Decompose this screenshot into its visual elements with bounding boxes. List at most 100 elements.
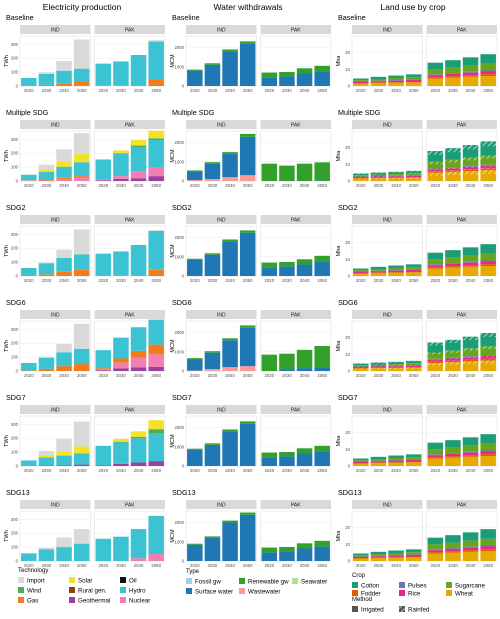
bar-segment-solar	[148, 131, 164, 139]
bar-segment-sugarcane	[406, 267, 422, 269]
legend-swatch-wind	[18, 587, 24, 593]
bar-segment-rainfed-wheat	[428, 363, 444, 365]
bar-segment-pulses	[428, 454, 444, 455]
bar-segment-nuclear	[131, 358, 147, 368]
bar-segment-sugarcane	[428, 449, 444, 454]
bar-pak-2050	[314, 446, 330, 466]
x-tick-label: 2050	[243, 468, 253, 473]
bar-segment-sugarcane	[353, 270, 369, 271]
bar-ind-2040	[222, 239, 238, 276]
x-tick-label: 2020	[265, 278, 275, 283]
bar-segment-rice	[388, 271, 404, 272]
bar-segment-rainfed-sugarcane	[428, 353, 444, 355]
bar-segment-pulses	[353, 272, 369, 273]
bar-pak-2030	[445, 148, 461, 181]
bar-ind-2050	[406, 74, 422, 86]
bar-segment-hydro	[96, 64, 112, 86]
scenario-label: Multiple SDG	[338, 108, 381, 117]
x-tick-label: 2020	[99, 278, 109, 283]
bar-ind-2050	[74, 229, 90, 276]
x-tick-label: 2040	[134, 373, 144, 378]
bar-ind-2050	[240, 325, 256, 371]
bar-segment-rainfed-wheat	[353, 179, 369, 180]
bar-segment-wind	[148, 138, 164, 140]
x-tick-label: 2040	[391, 563, 401, 568]
facet-strip-label: PAK	[125, 217, 135, 223]
x-tick-label: 2020	[99, 563, 109, 568]
bar-ind-2040	[56, 61, 72, 86]
x-tick-label: 2050	[243, 278, 253, 283]
bar-pak-2050	[480, 333, 496, 371]
bar-segment-cotton	[445, 440, 461, 448]
bar-segment-rainfed-rice	[480, 166, 496, 167]
bar-segment-hydro	[96, 350, 112, 368]
legend-label-import: Import	[27, 577, 45, 584]
y-tick-label: 0	[16, 179, 19, 184]
x-tick-label: 2020	[24, 468, 34, 473]
y-axis-label: Mha	[336, 340, 342, 352]
bar-segment-rainfed-wheat	[480, 361, 496, 364]
bar-segment-hydro	[148, 320, 164, 345]
bar-ind-2040	[222, 49, 238, 86]
bar-segment-surface-water	[240, 424, 256, 466]
bar-segment-hydro	[148, 231, 164, 270]
bar-segment-renewable-gw	[297, 164, 313, 181]
bar-pak-2020	[428, 538, 444, 561]
bar-segment-rainfed-sugarcane	[480, 346, 496, 349]
legend-title: Crop	[352, 573, 366, 579]
bar-segment-surface-water	[187, 450, 203, 466]
legend-label-pulses: Pulses	[408, 582, 427, 589]
bar-segment-sugarcane	[388, 78, 404, 80]
bar-segment-renewable-gw	[240, 41, 256, 43]
x-tick-label: 2050	[317, 563, 327, 568]
bar-ind-2020	[353, 364, 369, 372]
x-tick-label: 2030	[42, 88, 52, 93]
legend-label-oil: Oil	[129, 577, 137, 584]
legend-label-solar: Solar	[78, 577, 92, 584]
bar-segment-rainfed-cotton	[463, 145, 479, 149]
bar-segment-surface-water	[314, 547, 330, 561]
bar-pak-2030	[279, 166, 295, 181]
x-tick-label: 2030	[282, 468, 292, 473]
legend-swatch-nuclear	[120, 597, 126, 603]
bar-segment-rainfed-sugarcane	[406, 173, 422, 174]
bar-segment-fodder	[480, 264, 496, 266]
bar-ind-2030	[371, 363, 387, 372]
bar-segment-surface-water	[297, 454, 313, 467]
y-tick-label: 200	[11, 531, 19, 536]
bar-segment-rice	[445, 549, 461, 551]
x-tick-label: 2020	[356, 373, 366, 378]
y-tick-label: 1000	[174, 349, 184, 354]
bar-segment-hydro	[39, 263, 55, 274]
bar-ind-2040	[388, 362, 404, 371]
bar-ind-2050	[406, 171, 422, 181]
bar-ind-2020	[21, 460, 37, 466]
bar-ind-2030	[205, 536, 221, 561]
y-tick-label: 0	[348, 464, 351, 469]
bar-segment-wheat	[463, 77, 479, 86]
bar-ind-2020	[353, 554, 369, 562]
bar-segment-fodder	[463, 265, 479, 267]
facet-strip-label: IND	[383, 217, 392, 223]
bar-segment-sugarcane	[353, 80, 369, 81]
bar-pak-2040	[297, 259, 313, 276]
x-tick-label: 2030	[208, 88, 218, 93]
bar-segment-pulses	[445, 263, 461, 264]
bar-pak-2040	[131, 140, 147, 181]
bar-segment-renewable-gw	[205, 443, 221, 445]
bar-segment-import	[74, 324, 90, 349]
bar-segment-surface-water	[222, 431, 238, 466]
bar-segment-sugarcane	[480, 64, 496, 71]
bar-pak-2040	[131, 55, 147, 86]
bar-segment-import	[74, 39, 90, 68]
bar-segment-cotton	[480, 529, 496, 539]
bar-segment-fodder	[445, 266, 461, 268]
bar-segment-renewable-gw	[222, 429, 238, 431]
bar-segment-import	[74, 133, 90, 154]
bar-pak-2030	[279, 262, 295, 276]
bar-ind-2020	[353, 174, 369, 182]
bar-pak-2020	[262, 355, 278, 371]
bar-segment-fodder	[353, 273, 369, 274]
